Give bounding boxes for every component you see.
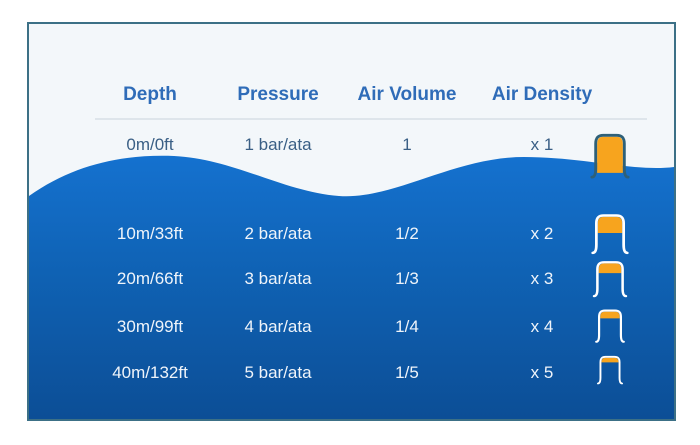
air-bag-half-icon bbox=[591, 214, 629, 255]
depth-cell: 40m/132ft bbox=[112, 363, 188, 382]
air-bag-half-icon-wrap bbox=[590, 213, 630, 255]
table-header-row: Depth Pressure Air Volume Air Density bbox=[29, 84, 674, 110]
air-volume-cell: 1 bbox=[402, 135, 412, 154]
depth-cell: 30m/99ft bbox=[116, 317, 184, 336]
table-header-depth: Depth bbox=[123, 84, 177, 105]
air-volume-cell: 1/4 bbox=[395, 317, 419, 336]
water-surface-wave bbox=[29, 155, 674, 419]
air-bag-full-icon bbox=[590, 133, 630, 179]
dive-pressure-table-card: Depth Pressure Air Volume Air Density 0m… bbox=[27, 22, 676, 421]
table-header-air-volume: Air Volume bbox=[357, 84, 457, 105]
header-divider bbox=[95, 118, 647, 120]
air-bag-full-icon-wrap bbox=[589, 133, 631, 180]
table-header-air-density: Air Density bbox=[491, 84, 593, 105]
pressure-cell: 3 bar/ata bbox=[244, 269, 312, 288]
air-bag-fifth-icon bbox=[596, 355, 624, 385]
air-bag-fifth-icon-wrap bbox=[596, 355, 624, 385]
air-volume-cell: 1/5 bbox=[395, 363, 419, 382]
pressure-cell: 5 bar/ata bbox=[244, 363, 312, 382]
air-density-cell: x 1 bbox=[530, 135, 554, 154]
pressure-cell: 1 bar/ata bbox=[244, 135, 312, 154]
air-bag-third-icon bbox=[592, 261, 628, 298]
air-volume-cell: 1/3 bbox=[395, 269, 419, 288]
depth-cell: 0m/0ft bbox=[126, 135, 174, 154]
pressure-cell: 4 bar/ata bbox=[244, 317, 312, 336]
air-bag-third-icon-wrap bbox=[592, 260, 629, 298]
pressure-cell: 2 bar/ata bbox=[244, 224, 312, 243]
air-density-cell: x 3 bbox=[530, 269, 554, 288]
air-density-cell: x 2 bbox=[530, 224, 554, 243]
air-bag-quarter-icon bbox=[595, 309, 625, 343]
air-density-cell: x 5 bbox=[530, 363, 554, 382]
depth-cell: 10m/33ft bbox=[116, 224, 184, 243]
air-volume-cell: 1/2 bbox=[395, 224, 419, 243]
table-header-pressure: Pressure bbox=[237, 84, 319, 105]
depth-cell: 20m/66ft bbox=[116, 269, 184, 288]
air-bag-quarter-icon-wrap bbox=[594, 309, 626, 344]
water-wave-graphic bbox=[29, 155, 674, 419]
air-density-cell: x 4 bbox=[530, 317, 554, 336]
